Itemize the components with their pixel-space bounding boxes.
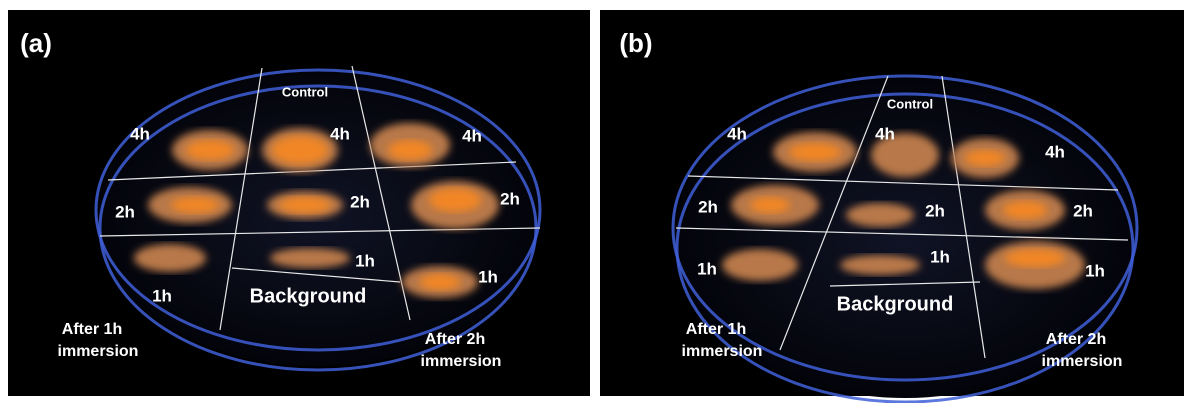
dish-rim <box>671 74 1139 382</box>
tissue-samples <box>134 123 499 298</box>
section-label: 1h <box>930 247 950 266</box>
caption: After 1h <box>62 321 122 338</box>
section-label: 1h <box>152 286 172 305</box>
caption: After 2h <box>1046 331 1106 348</box>
section-label: 4h <box>330 124 350 143</box>
section-label: 2h <box>698 197 718 216</box>
section-label: Control <box>887 96 933 111</box>
section-label: 2h <box>1073 201 1093 220</box>
dish-rim <box>675 92 1135 403</box>
section-label: 4h <box>130 124 150 143</box>
tissue-samples <box>722 132 1085 289</box>
divider-lines <box>99 65 541 331</box>
caption: immersion <box>421 353 502 370</box>
panel-label: (a) <box>20 28 52 58</box>
dish-rim <box>94 68 542 352</box>
section-label: 4h <box>875 124 895 143</box>
divider-lines <box>675 75 1129 359</box>
section-label: 2h <box>500 189 520 208</box>
section-label: 1h <box>697 259 717 278</box>
caption: After 1h <box>686 321 746 338</box>
caption: After 2h <box>425 331 485 348</box>
section-label: 2h <box>350 192 370 211</box>
section-label: 4h <box>462 126 482 145</box>
panel-label: (b) <box>619 28 652 58</box>
section-label: 1h <box>1085 261 1105 280</box>
section-label: 4h <box>727 124 747 143</box>
section-label: 2h <box>115 202 135 221</box>
section-label: 1h <box>355 251 375 270</box>
panel-b <box>600 10 1184 403</box>
section-label: 1h <box>478 267 498 286</box>
section-label: 2h <box>925 201 945 220</box>
caption: immersion <box>682 343 763 360</box>
caption: immersion <box>1042 353 1123 370</box>
section-label: Background <box>837 293 954 315</box>
section-label: Background <box>250 285 367 307</box>
caption: immersion <box>58 343 139 360</box>
section-label: 4h <box>1045 142 1065 161</box>
section-label: Control <box>282 84 328 99</box>
panel-a <box>8 10 590 396</box>
